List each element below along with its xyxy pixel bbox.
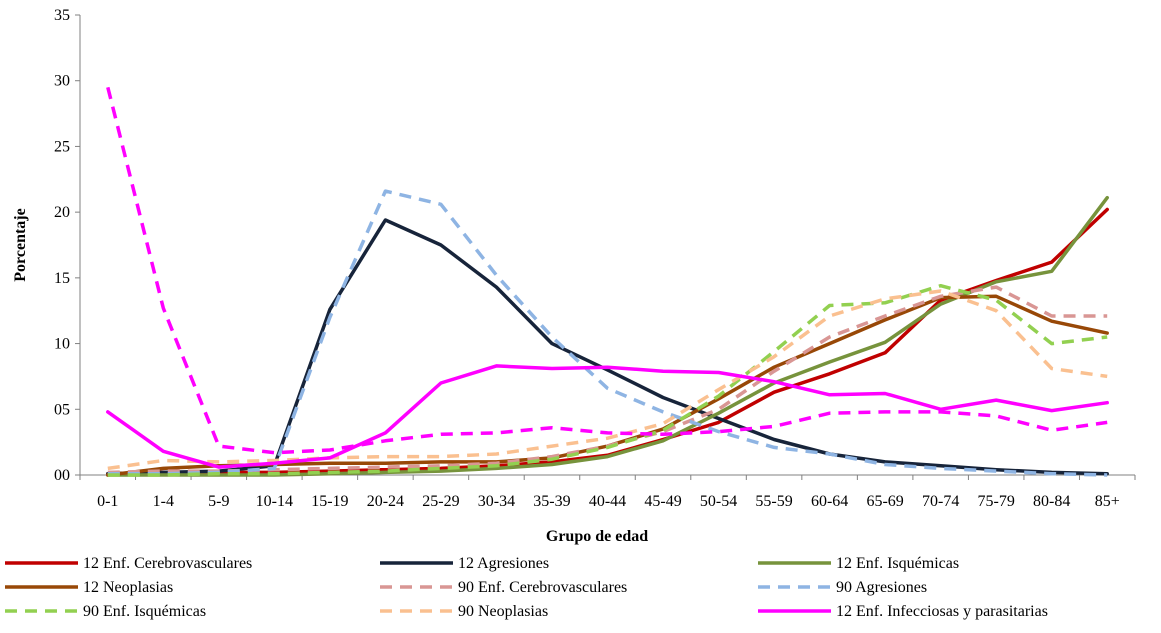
y-tick-label: 30 [54, 73, 70, 90]
legend-label: 90 Agresiones [836, 579, 927, 596]
y-tick-label: 10 [54, 336, 70, 353]
x-tick-label: 55-59 [755, 493, 792, 510]
legend-label: 12 Neoplasias [83, 579, 173, 596]
x-tick-label: 40-44 [589, 493, 626, 510]
x-tick-label: 25-29 [422, 493, 459, 510]
x-tick-label: 20-24 [367, 493, 404, 510]
x-tick-label: 30-34 [478, 493, 515, 510]
legend-label: 12 Enf. Cerebrovasculares [83, 555, 252, 572]
series-line [107, 283, 1108, 477]
x-tick-label: 35-39 [533, 493, 570, 510]
x-axis-title: Grupo de edad [546, 528, 648, 545]
legend-label: 90 Neoplasias [458, 603, 548, 620]
x-tick-label: 15-19 [311, 493, 348, 510]
legend: 12 Enf. Cerebrovasculares 12 Agresiones 12… [5, 555, 1048, 620]
series-line [107, 289, 1108, 471]
legend-label: 90 Enf. Isquémicas [83, 603, 206, 620]
x-tick-label: 0-1 [97, 493, 118, 510]
x-tick-label: 65-69 [866, 493, 903, 510]
y-tick-label: 00 [54, 467, 70, 484]
series-line [107, 189, 1108, 477]
series-lines [106, 86, 1109, 477]
x-tick-label: 1-4 [153, 493, 174, 510]
plot-area: 00 05 10 15 20 25 30 35 0-1 1-4 5-9 10-14 15-19 20-24… [54, 7, 1136, 510]
y-tick-label: 05 [54, 401, 70, 418]
x-tick-label: 80-84 [1033, 493, 1070, 510]
x-tick-label: 10-14 [256, 493, 293, 510]
x-tick-label: 85+ [1095, 493, 1120, 510]
series-line [106, 218, 1109, 476]
x-tick-label: 45-49 [644, 493, 681, 510]
legend-label: 12 Enf. Infecciosas y parasitarias [836, 603, 1048, 620]
legend-label: 12 Agresiones [458, 555, 549, 572]
series-line [106, 364, 1109, 469]
legend-label: 90 Enf. Cerebrovasculares [458, 579, 627, 596]
x-tick-label: 70-74 [922, 493, 959, 510]
series-line [107, 285, 1108, 475]
x-tick-label: 75-79 [978, 493, 1015, 510]
series-line [106, 86, 1108, 455]
y-tick-label: 35 [54, 7, 70, 24]
legend-label: 12 Enf. Isquémicas [836, 555, 959, 572]
y-tick-label: 25 [54, 138, 70, 155]
x-tick-label: 50-54 [700, 493, 737, 510]
y-tick-label: 20 [54, 204, 70, 221]
x-tick-label: 5-9 [208, 493, 229, 510]
y-axis-title: Porcentaje [12, 208, 29, 281]
x-tick-label: 60-64 [811, 493, 848, 510]
y-tick-label: 15 [54, 270, 70, 287]
